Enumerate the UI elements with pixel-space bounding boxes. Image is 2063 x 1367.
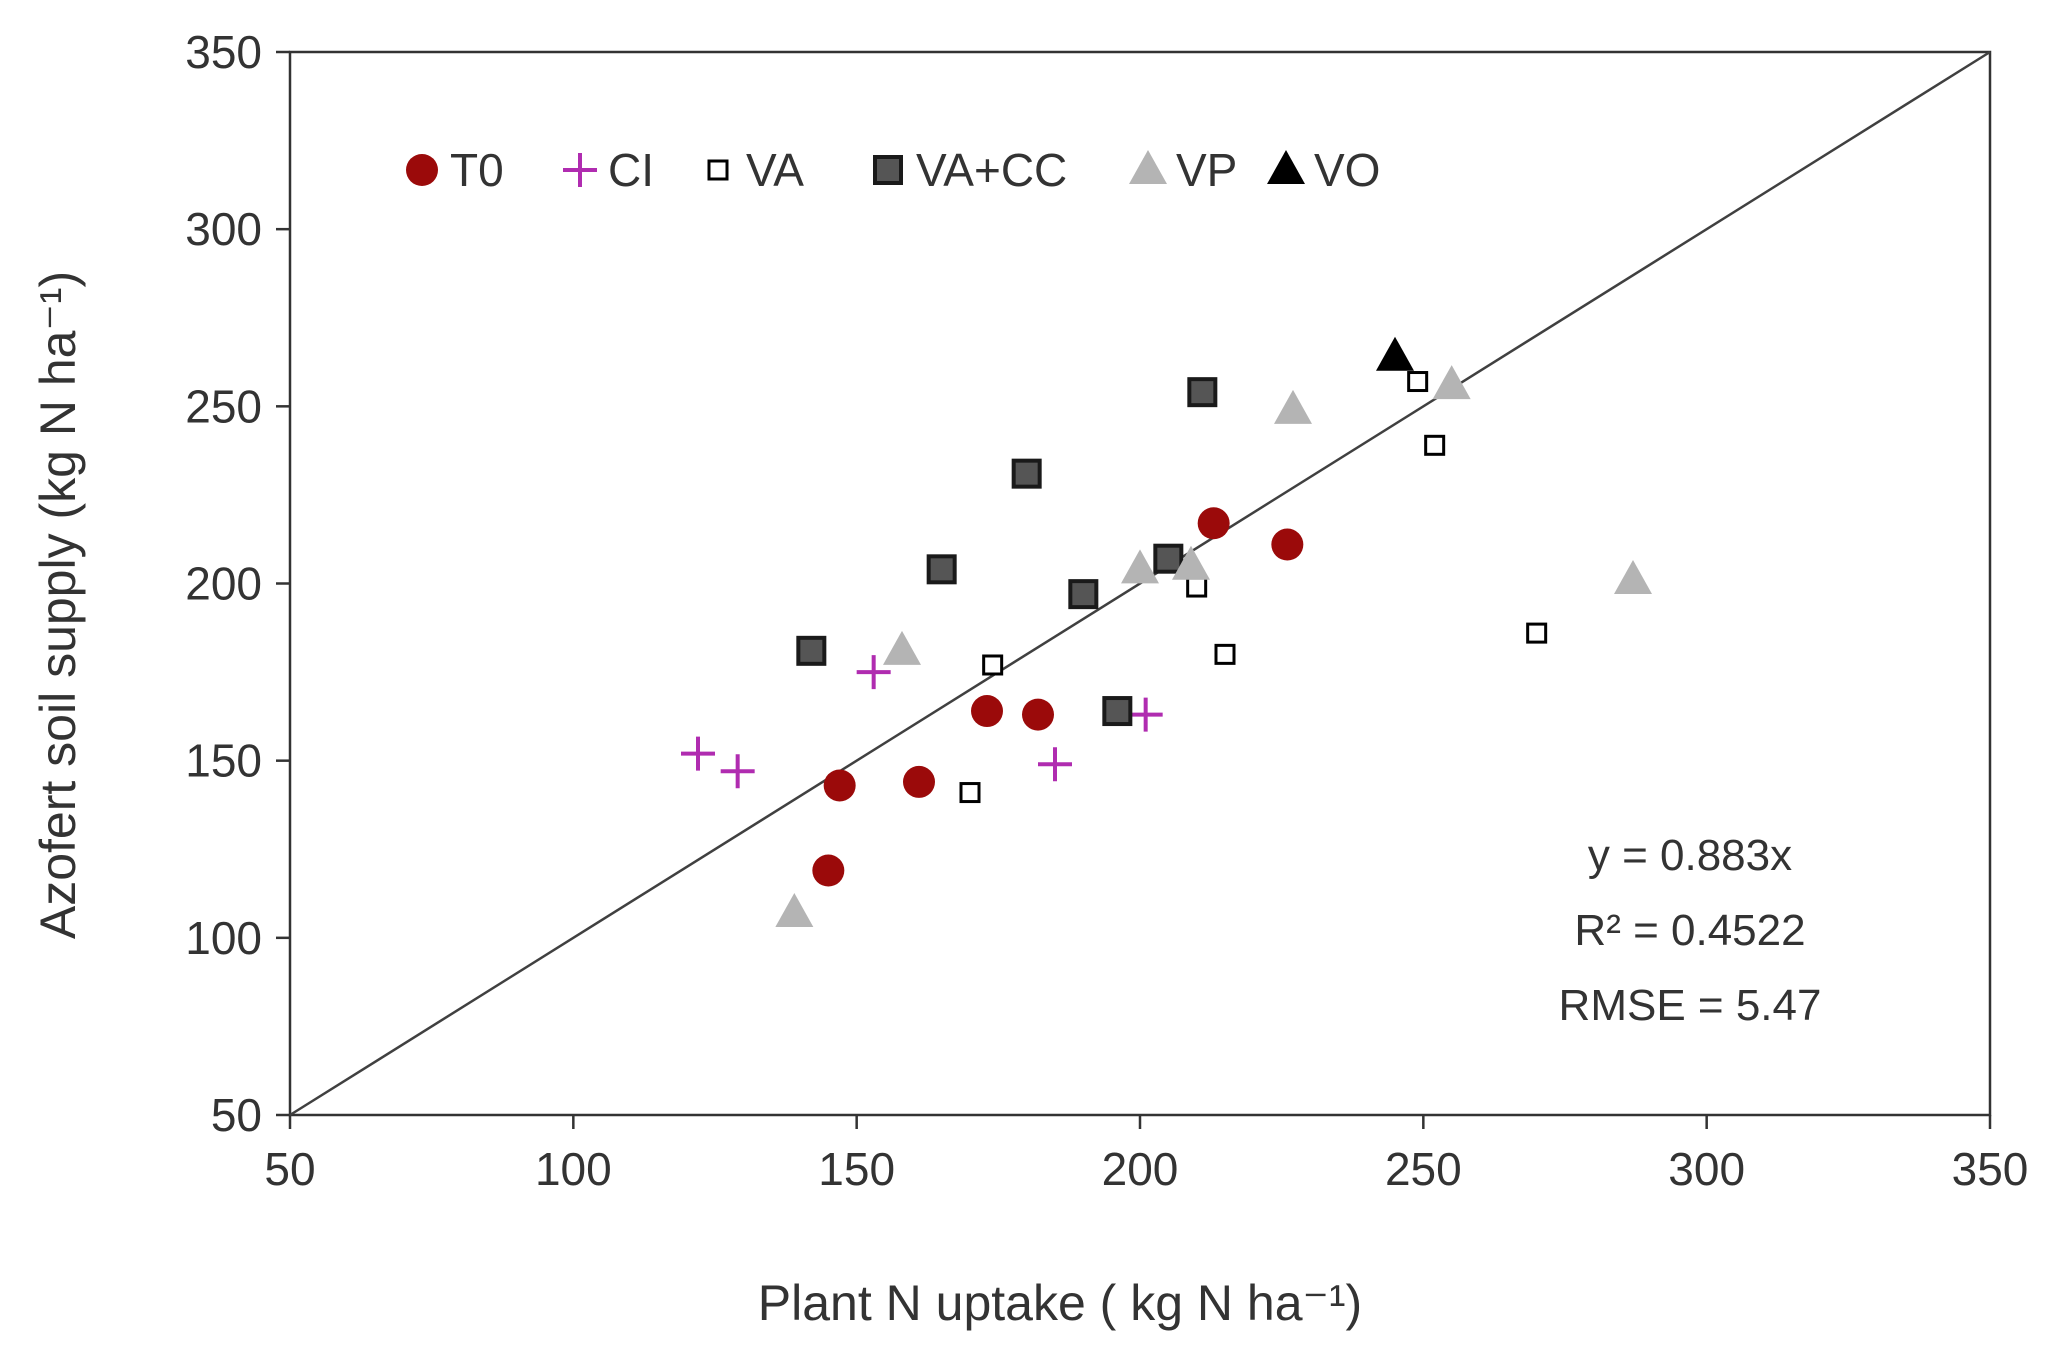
point-va-cc [1187,377,1218,408]
r-squared-label: R² = 0.4522 [1574,906,1805,955]
x-tick-label: 300 [1668,1143,1745,1195]
x-tick-label: 350 [1952,1143,2029,1195]
legend-marker-va-cc [873,155,903,185]
point-vp [883,630,921,665]
x-axis-ticks: 50 100 150 200 250 300 350 [264,1115,2028,1195]
x-tick-label: 50 [264,1143,315,1195]
y-axis-title: Azofert soil supply (kg N ha⁻¹) [30,271,86,939]
legend-label-ci: CI [608,144,654,196]
point-vp [1614,559,1652,594]
point-vp [775,893,814,928]
y-tick-label: 200 [185,558,262,610]
x-tick-label: 250 [1385,1143,1462,1195]
y-tick-label: 350 [185,26,262,78]
legend-label-vo: VO [1314,144,1380,196]
legend-label-va-cc: VA+CC [916,144,1067,196]
point-va-cc [1153,543,1184,574]
point-t0 [1022,698,1054,731]
point-va-cc [796,635,827,666]
point-vp [1274,389,1312,424]
point-va [959,782,981,804]
legend: T0 CI VA VA+CC VP VO [406,144,1380,196]
point-t0 [903,765,935,798]
point-va [1407,371,1429,393]
legend-marker-vo [1267,150,1305,184]
point-vp [1432,365,1471,400]
point-t0 [1271,528,1304,561]
point-va-cc [1102,696,1133,727]
x-tick-label: 100 [535,1143,612,1195]
point-t0 [823,769,856,802]
legend-marker-t0 [406,154,438,186]
point-va [1186,576,1208,598]
point-t0 [971,695,1003,728]
y-tick-label: 50 [211,1089,262,1141]
legend-label-vp: VP [1176,144,1237,196]
legend-label-va: VA [746,144,804,196]
point-ci [720,754,755,789]
point-va-cc [1011,458,1042,489]
y-tick-label: 100 [185,912,262,964]
one-to-one-line [289,50,1991,1117]
legend-marker-ci [563,153,597,187]
point-va-cc [926,554,957,585]
point-va [1526,622,1548,644]
point-va [982,654,1004,676]
point-va-cc [1068,579,1099,610]
y-tick-label: 150 [185,735,262,787]
x-tick-label: 200 [1102,1143,1179,1195]
legend-marker-vp [1129,150,1167,184]
regression-equation: y = 0.883x [1588,831,1792,880]
legend-marker-va [707,159,729,181]
point-vo [1376,336,1414,371]
legend-label-t0: T0 [450,144,504,196]
rmse-label: RMSE = 5.47 [1559,981,1822,1030]
point-t0 [812,854,845,887]
point-vp [1121,549,1159,584]
y-tick-label: 250 [185,380,262,432]
point-ci [1038,747,1072,782]
point-ci [681,736,715,771]
point-ci [856,655,891,690]
x-axis-title: Plant N uptake ( kg N ha⁻¹) [758,1275,1362,1331]
x-tick-label: 150 [818,1143,895,1195]
point-va [1214,643,1236,665]
point-t0 [1197,507,1230,540]
data-points [681,336,1652,928]
point-vp [1172,545,1210,580]
y-tick-label: 300 [185,203,262,255]
point-ci [1128,697,1163,732]
y-axis-ticks: 50 100 150 200 250 300 350 [185,26,290,1141]
one-to-one-line-group [289,50,1991,1117]
point-va [1424,434,1446,456]
